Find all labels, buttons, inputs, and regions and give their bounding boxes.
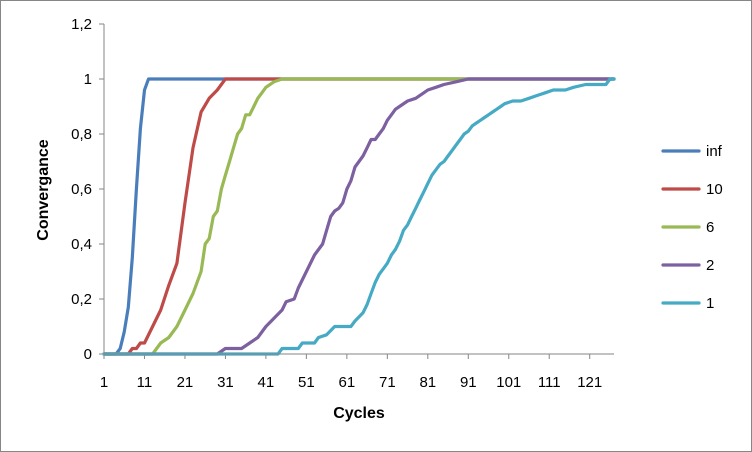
x-tick-label: 31 <box>217 374 234 391</box>
legend-label-6: 6 <box>706 219 714 236</box>
series-line-10 <box>102 77 616 356</box>
y-axis-title: Convergance <box>35 139 52 240</box>
legend-label-1: 1 <box>706 295 714 312</box>
x-tick-label: 71 <box>379 374 396 391</box>
x-axis-ticks: 1 11 21 31 41 51 61 71 81 91 101 111 121 <box>100 354 602 391</box>
legend-label-10: 10 <box>706 181 723 198</box>
y-tick-label: 0,4 <box>71 236 92 253</box>
y-axis-ticks: 0 0,2 0,4 0,6 0,8 1 1,2 <box>71 16 104 363</box>
series-line-6 <box>102 77 616 356</box>
x-tick-label: 1 <box>100 374 108 391</box>
x-tick-label: 21 <box>177 374 194 391</box>
legend-label-2: 2 <box>706 257 714 274</box>
x-tick-label: 121 <box>577 374 602 391</box>
x-tick-label: 41 <box>258 374 275 391</box>
series-line-inf <box>102 77 616 356</box>
legend-label-inf: inf <box>706 143 723 160</box>
x-tick-label: 91 <box>460 374 477 391</box>
y-tick-label: 0,2 <box>71 291 92 308</box>
y-tick-label: 0 <box>84 346 92 363</box>
x-tick-label: 51 <box>298 374 315 391</box>
x-tick-label: 111 <box>538 374 561 391</box>
y-tick-label: 0,8 <box>71 126 92 143</box>
series-lines <box>102 77 616 356</box>
series-line-1 <box>102 77 616 356</box>
y-tick-label: 1 <box>84 71 92 88</box>
series-line-2 <box>102 77 616 356</box>
x-axis-title: Cycles <box>333 405 385 422</box>
y-tick-label: 1,2 <box>71 16 92 33</box>
legend: inf 10 6 2 1 <box>661 143 723 312</box>
x-tick-label: 11 <box>137 374 153 391</box>
x-tick-label: 81 <box>419 374 436 391</box>
x-tick-label: 61 <box>339 374 356 391</box>
x-tick-label: 101 <box>496 374 521 391</box>
y-tick-label: 0,6 <box>71 181 92 198</box>
